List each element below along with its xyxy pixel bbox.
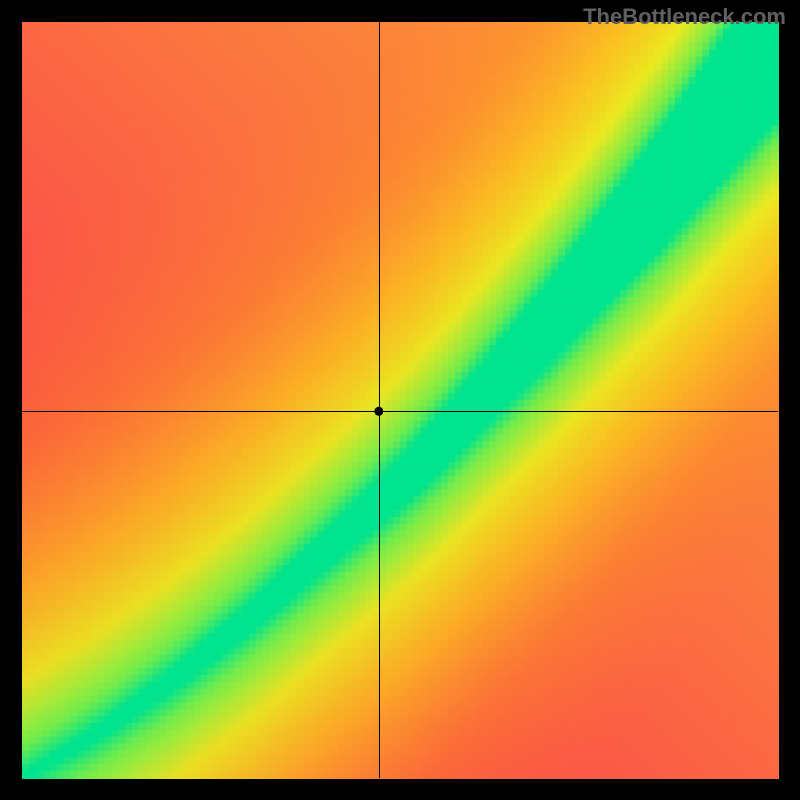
- bottleneck-heatmap: [0, 0, 800, 800]
- attribution-label: TheBottleneck.com: [583, 4, 786, 30]
